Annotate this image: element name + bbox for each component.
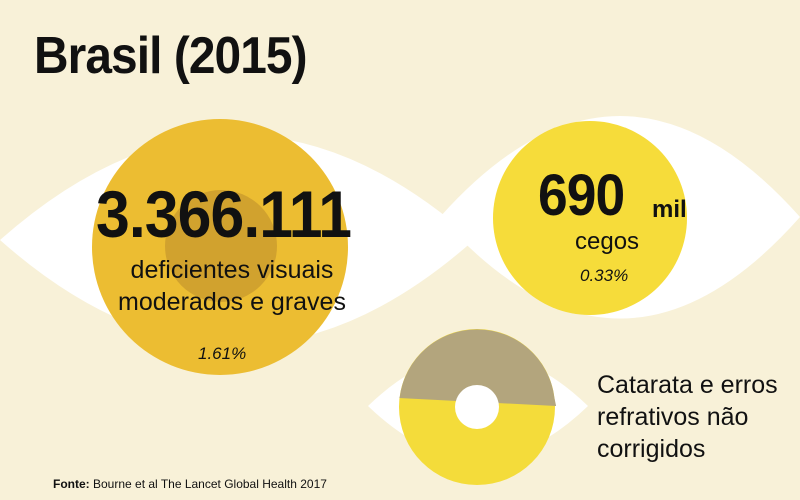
causes-label-line1: Catarata e erros	[597, 371, 778, 399]
source-label: Fonte:	[53, 477, 90, 491]
causes-label-line2: refrativos não	[597, 403, 749, 431]
blind-percent: 0.33%	[580, 266, 629, 285]
blind-count-unit: mil	[652, 196, 687, 223]
page-title: Brasil (2015)	[34, 27, 308, 85]
right-eye-iris	[493, 121, 687, 315]
blind-label: cegos	[575, 228, 640, 255]
causes-eye-iris-upper	[398, 329, 557, 406]
causes-label-line3: corrigidos	[597, 435, 706, 463]
visually-impaired-label-line1: deficientes visuais	[130, 256, 334, 284]
large-eye-pupil	[165, 190, 277, 302]
visually-impaired-label-line2: moderados e graves	[118, 288, 346, 316]
causes-eye-pupil	[455, 385, 499, 429]
visually-impaired-percent: 1.61%	[198, 344, 247, 363]
visually-impaired-count: 3.366.111	[96, 177, 352, 251]
source-note: Fonte: Bourne et al The Lancet Global He…	[53, 477, 327, 491]
blind-count: 690	[538, 163, 625, 228]
source-text: Bourne et al The Lancet Global Health 20…	[89, 477, 327, 491]
